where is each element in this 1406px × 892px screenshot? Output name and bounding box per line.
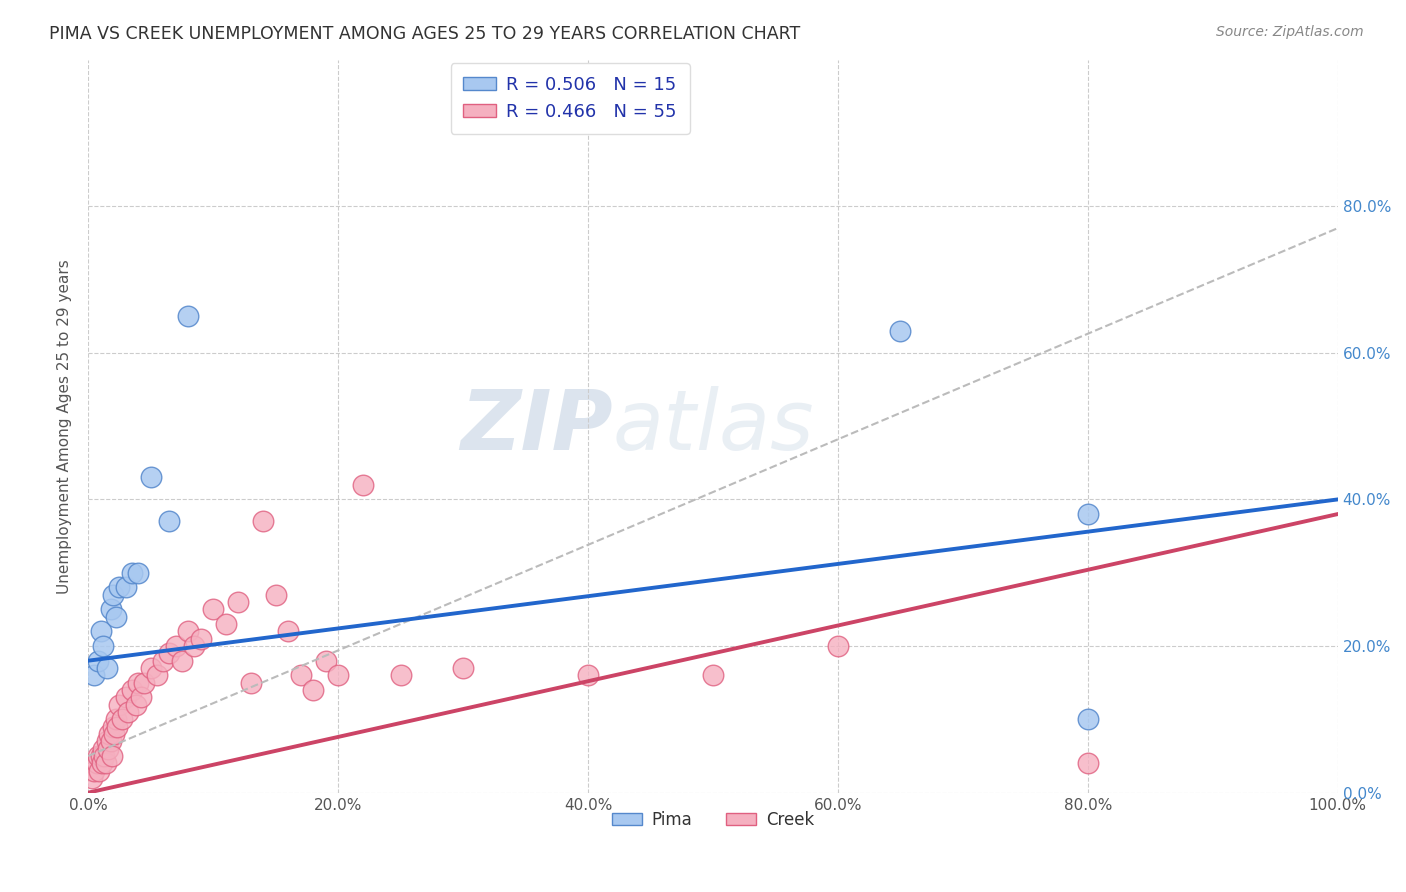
- Point: [129, 690, 152, 705]
- Point: [157, 646, 180, 660]
- Point: [90, 749, 112, 764]
- Point: [114, 690, 136, 705]
- Point: [96, 734, 118, 748]
- Point: [101, 749, 124, 764]
- Point: [252, 515, 274, 529]
- Point: [165, 639, 187, 653]
- Point: [451, 661, 474, 675]
- Point: [177, 309, 200, 323]
- Point: [302, 683, 325, 698]
- Point: [264, 588, 287, 602]
- Point: [104, 609, 127, 624]
- Point: [146, 668, 169, 682]
- Point: [202, 602, 225, 616]
- Point: [576, 668, 599, 682]
- Point: [190, 632, 212, 646]
- Point: [121, 566, 143, 580]
- Point: [80, 771, 103, 785]
- Point: [124, 698, 146, 712]
- Point: [117, 705, 139, 719]
- Text: PIMA VS CREEK UNEMPLOYMENT AMONG AGES 25 TO 29 YEARS CORRELATION CHART: PIMA VS CREEK UNEMPLOYMENT AMONG AGES 25…: [49, 25, 800, 43]
- Point: [104, 712, 127, 726]
- Point: [183, 639, 205, 653]
- Text: ZIP: ZIP: [460, 385, 613, 467]
- Point: [1077, 507, 1099, 521]
- Point: [96, 661, 118, 675]
- Point: [90, 624, 112, 639]
- Point: [108, 698, 131, 712]
- Point: [121, 683, 143, 698]
- Text: atlas: atlas: [613, 385, 814, 467]
- Point: [226, 595, 249, 609]
- Point: [114, 581, 136, 595]
- Point: [702, 668, 724, 682]
- Legend: Pima, Creek: Pima, Creek: [605, 805, 821, 836]
- Point: [97, 741, 120, 756]
- Point: [157, 515, 180, 529]
- Point: [86, 756, 108, 771]
- Point: [91, 741, 114, 756]
- Point: [103, 727, 125, 741]
- Point: [100, 602, 122, 616]
- Point: [389, 668, 412, 682]
- Point: [83, 668, 105, 682]
- Point: [108, 581, 131, 595]
- Point: [170, 654, 193, 668]
- Point: [1077, 756, 1099, 771]
- Point: [177, 624, 200, 639]
- Point: [827, 639, 849, 653]
- Point: [100, 734, 122, 748]
- Point: [87, 654, 110, 668]
- Point: [98, 727, 121, 741]
- Point: [1077, 712, 1099, 726]
- Point: [139, 470, 162, 484]
- Point: [91, 639, 114, 653]
- Point: [101, 588, 124, 602]
- Point: [214, 617, 236, 632]
- Point: [277, 624, 299, 639]
- Point: [127, 566, 149, 580]
- Point: [83, 764, 105, 778]
- Point: [127, 675, 149, 690]
- Y-axis label: Unemployment Among Ages 25 to 29 years: Unemployment Among Ages 25 to 29 years: [58, 259, 72, 593]
- Text: Source: ZipAtlas.com: Source: ZipAtlas.com: [1216, 25, 1364, 39]
- Point: [315, 654, 337, 668]
- Point: [290, 668, 312, 682]
- Point: [239, 675, 262, 690]
- Point: [152, 654, 174, 668]
- Point: [111, 712, 134, 726]
- Point: [326, 668, 349, 682]
- Point: [134, 675, 156, 690]
- Point: [89, 764, 111, 778]
- Point: [90, 756, 112, 771]
- Point: [352, 477, 374, 491]
- Point: [94, 756, 117, 771]
- Point: [87, 749, 110, 764]
- Point: [139, 661, 162, 675]
- Point: [101, 720, 124, 734]
- Point: [889, 324, 911, 338]
- Point: [93, 749, 115, 764]
- Point: [105, 720, 128, 734]
